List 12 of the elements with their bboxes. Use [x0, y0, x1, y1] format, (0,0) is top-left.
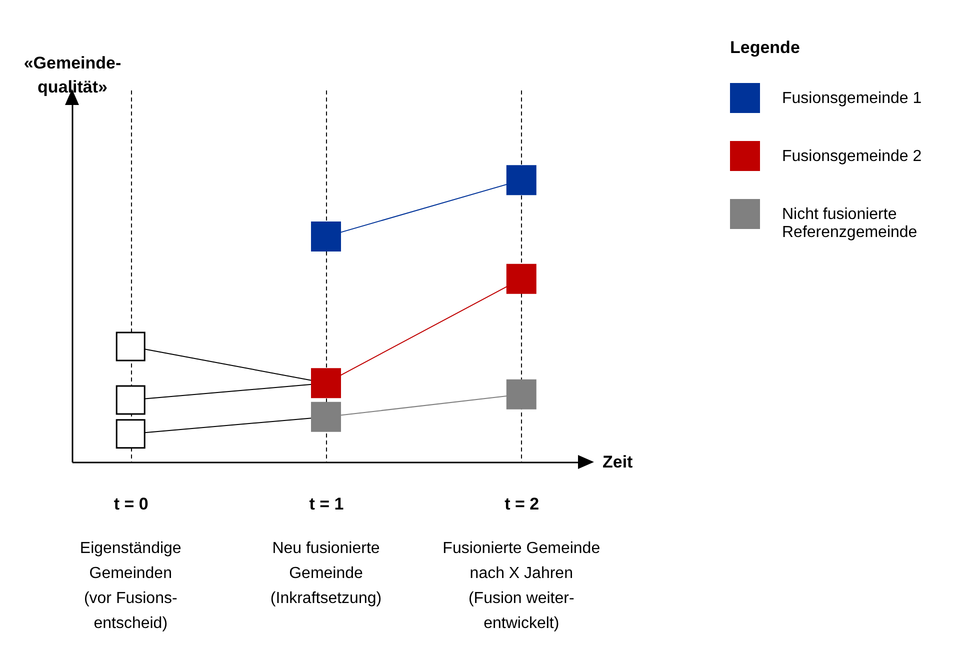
legend-label: Fusionsgemeinde 1 — [782, 90, 922, 107]
x-tick-label: t = 2 — [504, 494, 540, 514]
x-tick-label: t = 0 — [114, 494, 148, 514]
y-axis-title: «Gemeinde-qualität» — [24, 54, 122, 96]
legend-label: Fusionsgemeinde 2 — [782, 148, 922, 165]
text: Fusionierte Gemeinde nach X Jahren (Fusion weiter- entwickelt) — [442, 540, 600, 632]
legend-title: Legende — [730, 38, 800, 57]
legend-label: Nicht fusionierte Referenzgemeinde — [782, 206, 918, 241]
text: Neu fusionierte Gemeinde (Inkraftsetzung) — [270, 540, 382, 607]
text: Eigenständige Gemeinden (vor Fusions- entscheid) — [80, 540, 182, 632]
x-axis-title: Zeit — [602, 452, 634, 472]
x-tick-label: t = 1 — [309, 494, 344, 514]
